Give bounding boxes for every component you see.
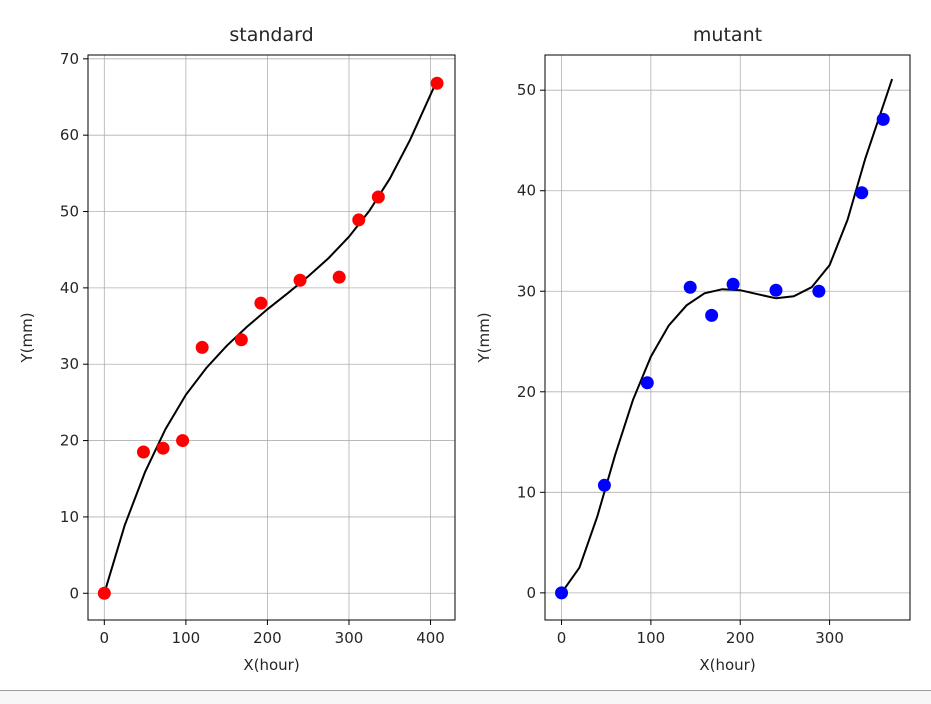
- data-point: [97, 586, 111, 600]
- data-point: [156, 441, 170, 455]
- y-axis-label: Y(mm): [18, 312, 36, 363]
- y-tick-label: 60: [60, 126, 79, 144]
- data-point: [234, 333, 248, 347]
- data-point: [293, 273, 307, 287]
- data-point: [855, 186, 869, 200]
- y-tick-label: 10: [517, 483, 536, 501]
- y-tick-label: 40: [517, 182, 536, 200]
- data-point: [352, 213, 366, 227]
- data-point: [332, 270, 346, 284]
- y-tick-label: 0: [526, 584, 536, 602]
- chart-standard: 0 100 200 300 400 0 10 20 30 40 50 60 70 standard X(ho…: [18, 24, 456, 674]
- x-tick-label: 300: [815, 629, 844, 647]
- chart-title: standard: [229, 24, 313, 46]
- x-tick-label: 0: [100, 629, 110, 647]
- window-bottom-edge: [0, 690, 931, 704]
- x-tick-label: 400: [416, 629, 445, 647]
- chart-title: mutant: [693, 24, 762, 46]
- data-point: [705, 308, 719, 322]
- x-tick-label: 200: [726, 629, 755, 647]
- x-tick-label: 300: [335, 629, 364, 647]
- y-tick-label: 30: [517, 282, 536, 300]
- data-point: [176, 434, 190, 448]
- y-tick-label: 20: [60, 432, 79, 450]
- y-tick-label: 70: [60, 50, 79, 68]
- data-point: [597, 478, 611, 492]
- axes-frame: [87, 54, 456, 621]
- x-tick-label: 0: [557, 629, 567, 647]
- x-tick-label: 100: [637, 629, 666, 647]
- data-point: [876, 112, 890, 126]
- x-tick-label: 100: [172, 629, 201, 647]
- data-point: [683, 280, 697, 294]
- x-tick-label: 200: [253, 629, 282, 647]
- chart-mutant: 0 100 200 300 0 10 20 30 40 50 mutant X(hour) Y(mm): [475, 24, 911, 674]
- data-point: [812, 284, 826, 298]
- y-tick-label: 30: [60, 355, 79, 373]
- fit-curve: [560, 78, 894, 594]
- data-point: [430, 76, 444, 90]
- data-point: [195, 340, 209, 354]
- y-tick-label: 0: [69, 584, 79, 602]
- y-axis-label: Y(mm): [475, 312, 493, 363]
- x-axis-label: X(hour): [243, 656, 299, 674]
- y-tick-label: 50: [517, 81, 536, 99]
- y-tick-label: 20: [517, 383, 536, 401]
- data-point: [136, 445, 150, 459]
- data-point: [254, 296, 268, 310]
- y-tick-label: 40: [60, 279, 79, 297]
- fit-curve: [103, 79, 439, 594]
- y-tick-label: 50: [60, 203, 79, 221]
- axes-frame: [544, 54, 911, 621]
- y-tick-label: 10: [60, 508, 79, 526]
- data-point: [726, 277, 740, 291]
- data-point: [371, 190, 385, 204]
- x-axis-label: X(hour): [699, 656, 755, 674]
- data-point: [555, 586, 569, 600]
- data-point: [640, 376, 654, 390]
- data-point: [769, 283, 783, 297]
